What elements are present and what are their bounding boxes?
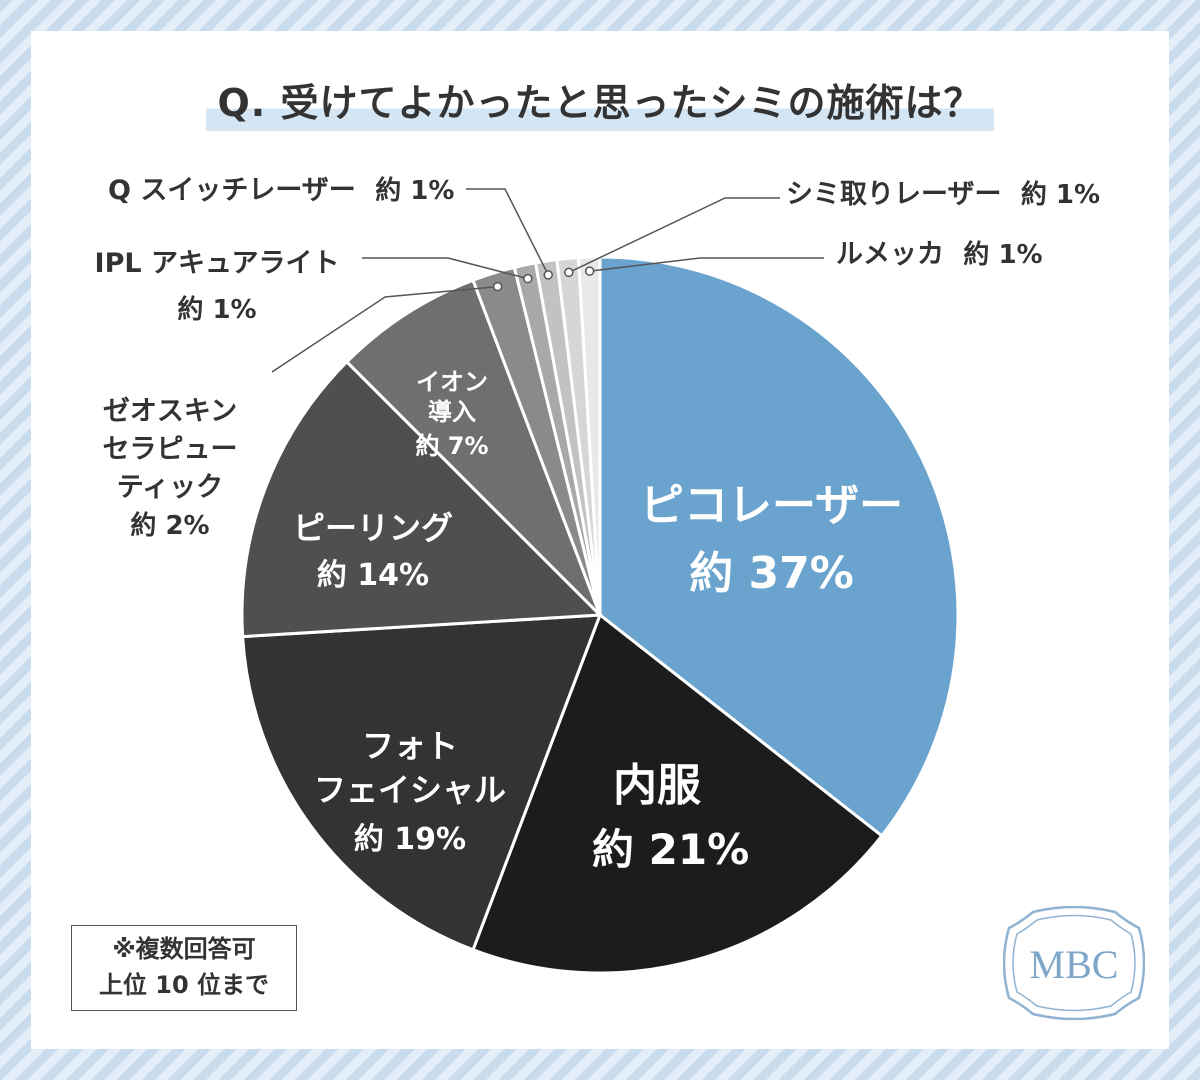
leader-dot-qswitch: [543, 270, 553, 280]
slice-label-qswitch: Q スイッチレーザー 約 1%: [108, 174, 454, 208]
slice-value-shimitori: 約 1%: [1020, 180, 1101, 210]
slice-name-picolaser: ピコレーザー: [640, 480, 904, 531]
slice-label-lumecca: ルメッカ 約 1%: [836, 238, 1043, 272]
slice-value-peeling: 約 14%: [316, 558, 430, 593]
note-line-1: ※複数回答可: [112, 935, 256, 963]
chart-title: Q. 受けてよかったと思ったシミの施術は？: [205, 72, 995, 131]
slice-label-oral: 内服 約 21%: [592, 756, 750, 880]
note-box: ※複数回答可 上位 10 位まで: [71, 925, 297, 1011]
slice-name-oral: 内服: [613, 760, 701, 811]
leader-line-ipl: [362, 257, 528, 280]
leader-line-lumecca: [589, 257, 824, 272]
pie-slice-peeling: [240, 359, 604, 639]
slice-value-iontophoresis: 約 7%: [415, 432, 489, 460]
slice-label-zeoskin: ゼオスキン セラピュー ティック 約 2%: [70, 355, 270, 583]
slice-name-peeling: ピーリング: [292, 509, 453, 547]
slice-label-ipl: IPL アキュアライト 約 1%: [72, 241, 362, 333]
title-wrap: Q. 受けてよかったと思ったシミの施術は？: [0, 72, 1200, 131]
slice-label-shimitori: シミ取りレーザー 約 1%: [786, 178, 1100, 212]
slice-value-lumecca: 約 1%: [963, 240, 1043, 270]
slice-label-picolaser: ピコレーザー 約 37%: [640, 478, 903, 602]
slice-value-ipl: 約 1%: [177, 295, 257, 325]
slice-name-ipl: IPL アキュアライト: [94, 248, 340, 279]
slice-name-zeoskin: ゼオスキン セラピュー ティック: [102, 396, 238, 503]
slice-name-shimitori: シミ取りレーザー: [786, 179, 1002, 210]
pie-slice-iontophoresis: [344, 278, 602, 617]
slice-value-photofacial: 約 19%: [353, 822, 467, 857]
logo-text: MBC: [1030, 942, 1119, 987]
slice-name-lumecca: ルメッカ: [836, 239, 944, 270]
mbc-logo: MBC: [1003, 906, 1145, 1020]
slice-value-zeoskin: 約 2%: [130, 511, 210, 541]
slice-name-photofacial: フォト フェイシャル: [313, 727, 506, 809]
pie-slice-picolaser: [598, 255, 960, 838]
leader-line-zeoskin: [271, 285, 498, 373]
slice-name-qswitch: Q スイッチレーザー: [108, 175, 356, 206]
slice-label-photofacial: フォト フェイシャル 約 19%: [300, 680, 520, 906]
leader-dot-ipl: [523, 273, 533, 284]
slice-value-qswitch: 約 1%: [375, 176, 455, 206]
note-line-2: 上位 10 位まで: [98, 971, 270, 999]
pie-slice-photofacial: [241, 613, 603, 952]
leader-line-qswitch: [466, 188, 549, 276]
slice-value-oral: 約 21%: [592, 825, 750, 874]
leader-dot-shimitori: [564, 267, 574, 278]
slice-label-peeling: ピーリング 約 14%: [278, 505, 468, 599]
slice-label-iontophoresis: イオン 導入 約 7%: [402, 337, 502, 491]
leader-dot-zeoskin: [492, 281, 503, 292]
slice-value-picolaser: 約 37%: [689, 548, 854, 599]
pie-slice-oral: [471, 612, 884, 975]
leader-line-shimitori: [568, 197, 780, 274]
slice-name-iontophoresis: イオン 導入: [416, 368, 488, 426]
leader-dot-lumecca: [584, 266, 595, 276]
